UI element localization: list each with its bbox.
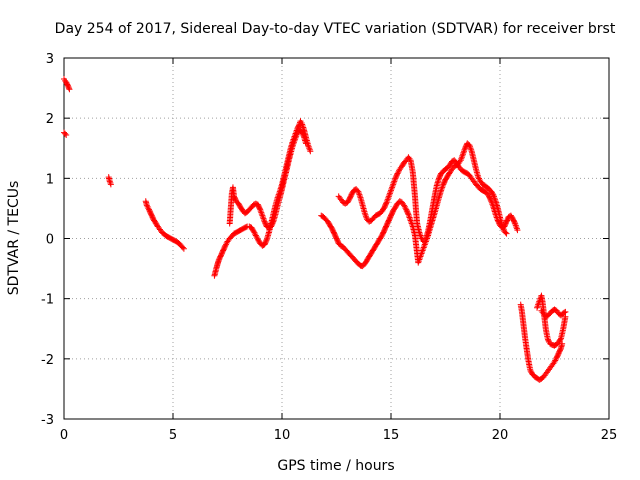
data-point (487, 196, 494, 203)
data-point (221, 243, 228, 250)
data-point (562, 308, 569, 315)
data-point (222, 242, 229, 249)
series-seg5 (211, 118, 314, 279)
data-point (552, 357, 559, 364)
x-tick-label: 25 (601, 428, 618, 443)
data-point (551, 358, 558, 365)
data-point (179, 244, 186, 251)
data-points (61, 76, 569, 383)
y-tick-label: 3 (46, 52, 54, 67)
data-point (223, 241, 230, 248)
series-seg6 (226, 127, 309, 231)
y-tick-label: 1 (46, 172, 54, 187)
data-point (253, 233, 260, 240)
data-point (180, 245, 187, 252)
y-tick-label: -1 (41, 293, 54, 308)
data-point (557, 336, 564, 343)
y-tick-label: -2 (41, 353, 54, 368)
data-point (249, 227, 256, 234)
data-point (404, 210, 411, 217)
data-point (511, 219, 518, 226)
data-point (269, 219, 276, 226)
data-point (559, 340, 566, 347)
x-tick-labels: 0 5 10 15 20 25 (60, 428, 617, 443)
data-point (62, 130, 69, 137)
data-point (263, 237, 270, 244)
data-point (307, 148, 314, 155)
data-point (302, 140, 309, 147)
data-point (145, 205, 152, 212)
data-point (395, 169, 402, 176)
data-point (252, 232, 259, 239)
y-tick-label: -3 (41, 413, 54, 428)
x-tick-label: 10 (274, 428, 291, 443)
series-seg2 (61, 129, 70, 139)
data-point (489, 190, 496, 197)
data-point (552, 356, 559, 363)
data-point (393, 171, 400, 178)
y-tick-labels: -3 -2 -1 0 1 2 3 (41, 52, 54, 428)
x-tick-label: 20 (492, 428, 509, 443)
data-point (401, 203, 408, 210)
x-tick-label: 15 (383, 428, 400, 443)
chart-title: Day 254 of 2017, Sidereal Day-to-day VTE… (55, 21, 616, 37)
data-point (107, 179, 114, 186)
series-seg9 (517, 301, 566, 383)
data-point (306, 145, 313, 152)
data-point (251, 229, 258, 236)
data-point (545, 337, 552, 344)
axis-ticks (63, 57, 610, 420)
data-point (254, 235, 261, 242)
x-axis-label: GPS time / hours (277, 458, 394, 474)
x-tick-label: 0 (60, 428, 68, 443)
series-seg4 (142, 198, 187, 252)
data-point (402, 205, 409, 212)
data-point (514, 227, 521, 234)
data-point (143, 202, 150, 209)
data-point (394, 170, 401, 177)
data-point (106, 178, 113, 185)
data-point (401, 202, 408, 209)
data-point (65, 85, 72, 92)
y-tick-label: 0 (46, 233, 54, 248)
data-point (557, 346, 564, 353)
data-point (252, 231, 259, 238)
data-point (561, 309, 568, 316)
x-tick-label: 5 (169, 428, 177, 443)
data-point (383, 200, 390, 207)
data-point (144, 203, 151, 210)
data-point (66, 86, 73, 93)
series-seg10 (534, 292, 569, 349)
data-point (256, 205, 263, 212)
series-seg8 (335, 154, 521, 245)
data-point (107, 181, 114, 188)
data-point (475, 175, 482, 182)
data-point (502, 229, 509, 236)
series-seg1 (61, 76, 73, 93)
series-seg3 (105, 174, 114, 188)
data-point (300, 132, 307, 139)
data-point (63, 132, 70, 139)
data-point (475, 174, 482, 181)
y-tick-label: 2 (46, 112, 54, 127)
series-seg11 (538, 306, 569, 320)
y-axis-label: SDTVAR / TECUs (6, 181, 22, 296)
data-point (503, 230, 510, 237)
data-point (250, 228, 257, 235)
